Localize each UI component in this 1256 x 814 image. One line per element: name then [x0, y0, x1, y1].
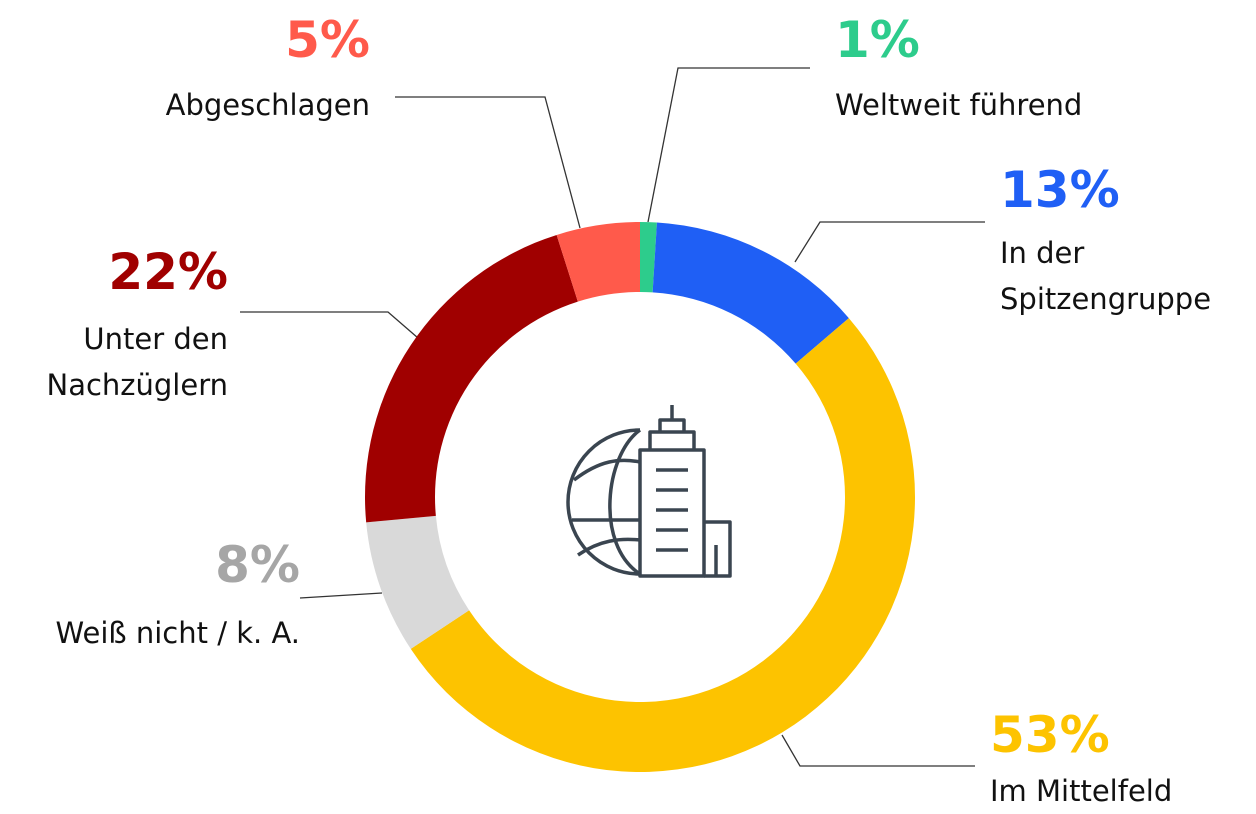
leader-line — [781, 734, 975, 767]
slice — [410, 318, 915, 772]
category-label: Abgeschlagen — [165, 88, 370, 122]
category-label: Weiß nicht / k. A. — [55, 616, 300, 650]
category-label: In der Spitzengruppe — [1000, 236, 1212, 316]
value-label: 8% — [215, 536, 300, 594]
value-label: 1% — [835, 11, 920, 69]
slice — [365, 234, 578, 523]
slice — [640, 222, 657, 293]
category-label: Weltweit führend — [835, 88, 1083, 122]
leader-line — [299, 592, 383, 599]
slice — [366, 515, 470, 649]
category-label: Unter den Nachzüglern — [46, 322, 229, 402]
leader-line — [647, 67, 810, 223]
leader-lines — [240, 67, 985, 767]
value-label: 13% — [1000, 161, 1120, 219]
slice — [652, 222, 849, 364]
value-label: 5% — [285, 11, 370, 69]
leader-line — [794, 221, 985, 263]
category-label: Im Mittelfeld — [990, 774, 1173, 808]
center-icon — [566, 405, 732, 578]
value-label: 22% — [108, 243, 228, 301]
leader-line — [240, 311, 419, 339]
slices — [365, 222, 915, 772]
slice — [556, 222, 640, 302]
value-label: 53% — [990, 706, 1110, 764]
leader-line — [395, 96, 581, 229]
